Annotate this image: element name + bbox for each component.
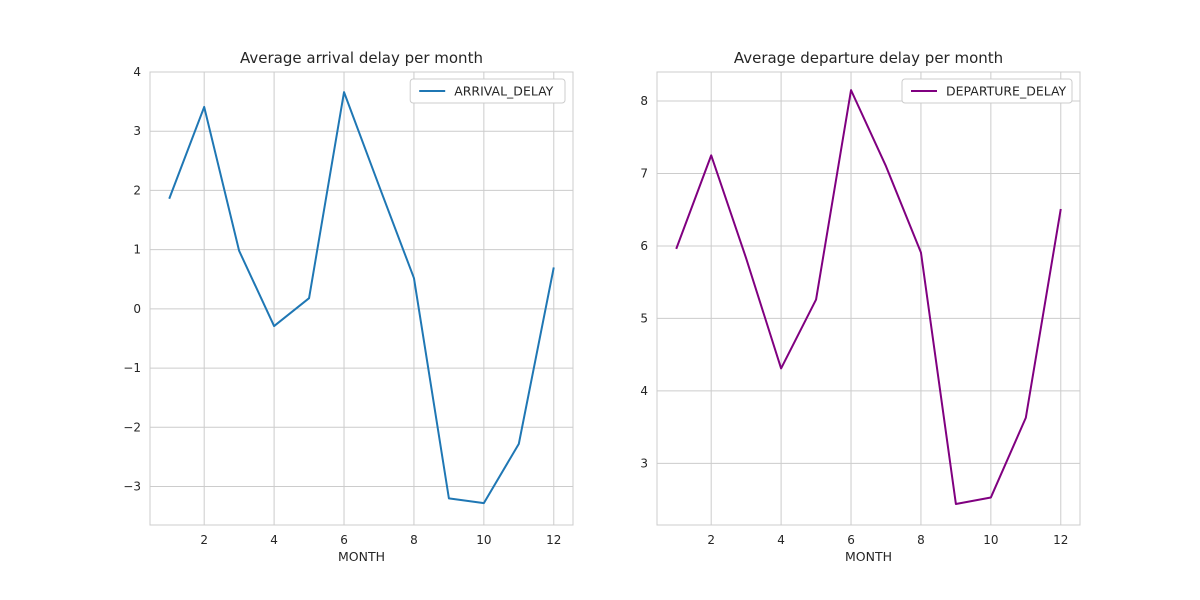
chart-title: Average departure delay per month	[734, 49, 1003, 67]
y-tick-label: 2	[133, 183, 141, 197]
x-tick-label: 8	[917, 533, 925, 547]
x-tick-label: 12	[1053, 533, 1068, 547]
x-tick-label: 12	[546, 533, 561, 547]
legend: ARRIVAL_DELAY	[409, 78, 566, 104]
x-tick-label: 10	[983, 533, 998, 547]
y-tick-label: −3	[123, 480, 141, 494]
y-tick-label: −2	[123, 420, 141, 434]
x-tick-label: 6	[847, 533, 855, 547]
x-tick-label: 8	[410, 533, 418, 547]
series-line-departure-delay	[675, 89, 1062, 505]
legend-label: DEPARTURE_DELAY	[946, 84, 1067, 99]
x-tick-label: 6	[340, 533, 348, 547]
y-tick-label: 8	[640, 94, 648, 108]
y-tick-label: 1	[133, 243, 141, 257]
x-tick-label: 4	[777, 533, 785, 547]
x-tick-label: 10	[476, 533, 491, 547]
legend-box	[409, 78, 566, 104]
x-tick-label: 2	[200, 533, 208, 547]
plot-frame	[149, 71, 574, 526]
x-axis-label: MONTH	[338, 549, 385, 564]
y-tick-label: 6	[640, 239, 648, 253]
plot-frame	[656, 71, 1081, 526]
x-axis-label: MONTH	[845, 549, 892, 564]
arrival-delay-chart: Average arrival delay per month MONTH 2 4…	[123, 49, 574, 564]
y-tick-label: 7	[640, 166, 648, 180]
x-tick-label: 2	[707, 533, 715, 547]
legend: DEPARTURE_DELAY	[901, 78, 1073, 104]
series-line-arrival-delay	[168, 91, 555, 505]
y-tick-label: 5	[640, 311, 648, 325]
chart-title: Average arrival delay per month	[240, 49, 483, 67]
y-tick-label: 4	[133, 65, 141, 79]
y-tick-label: 0	[133, 302, 141, 316]
y-tick-label: 4	[640, 384, 648, 398]
legend-label: ARRIVAL_DELAY	[454, 84, 553, 99]
departure-delay-chart: Average departure delay per month MONTH …	[640, 49, 1081, 564]
legend-box	[901, 78, 1073, 104]
x-tick-label: 4	[270, 533, 278, 547]
y-tick-label: 3	[640, 456, 648, 470]
y-tick-label: 3	[133, 124, 141, 138]
y-tick-label: −1	[123, 361, 141, 375]
gridlines	[657, 72, 1080, 525]
